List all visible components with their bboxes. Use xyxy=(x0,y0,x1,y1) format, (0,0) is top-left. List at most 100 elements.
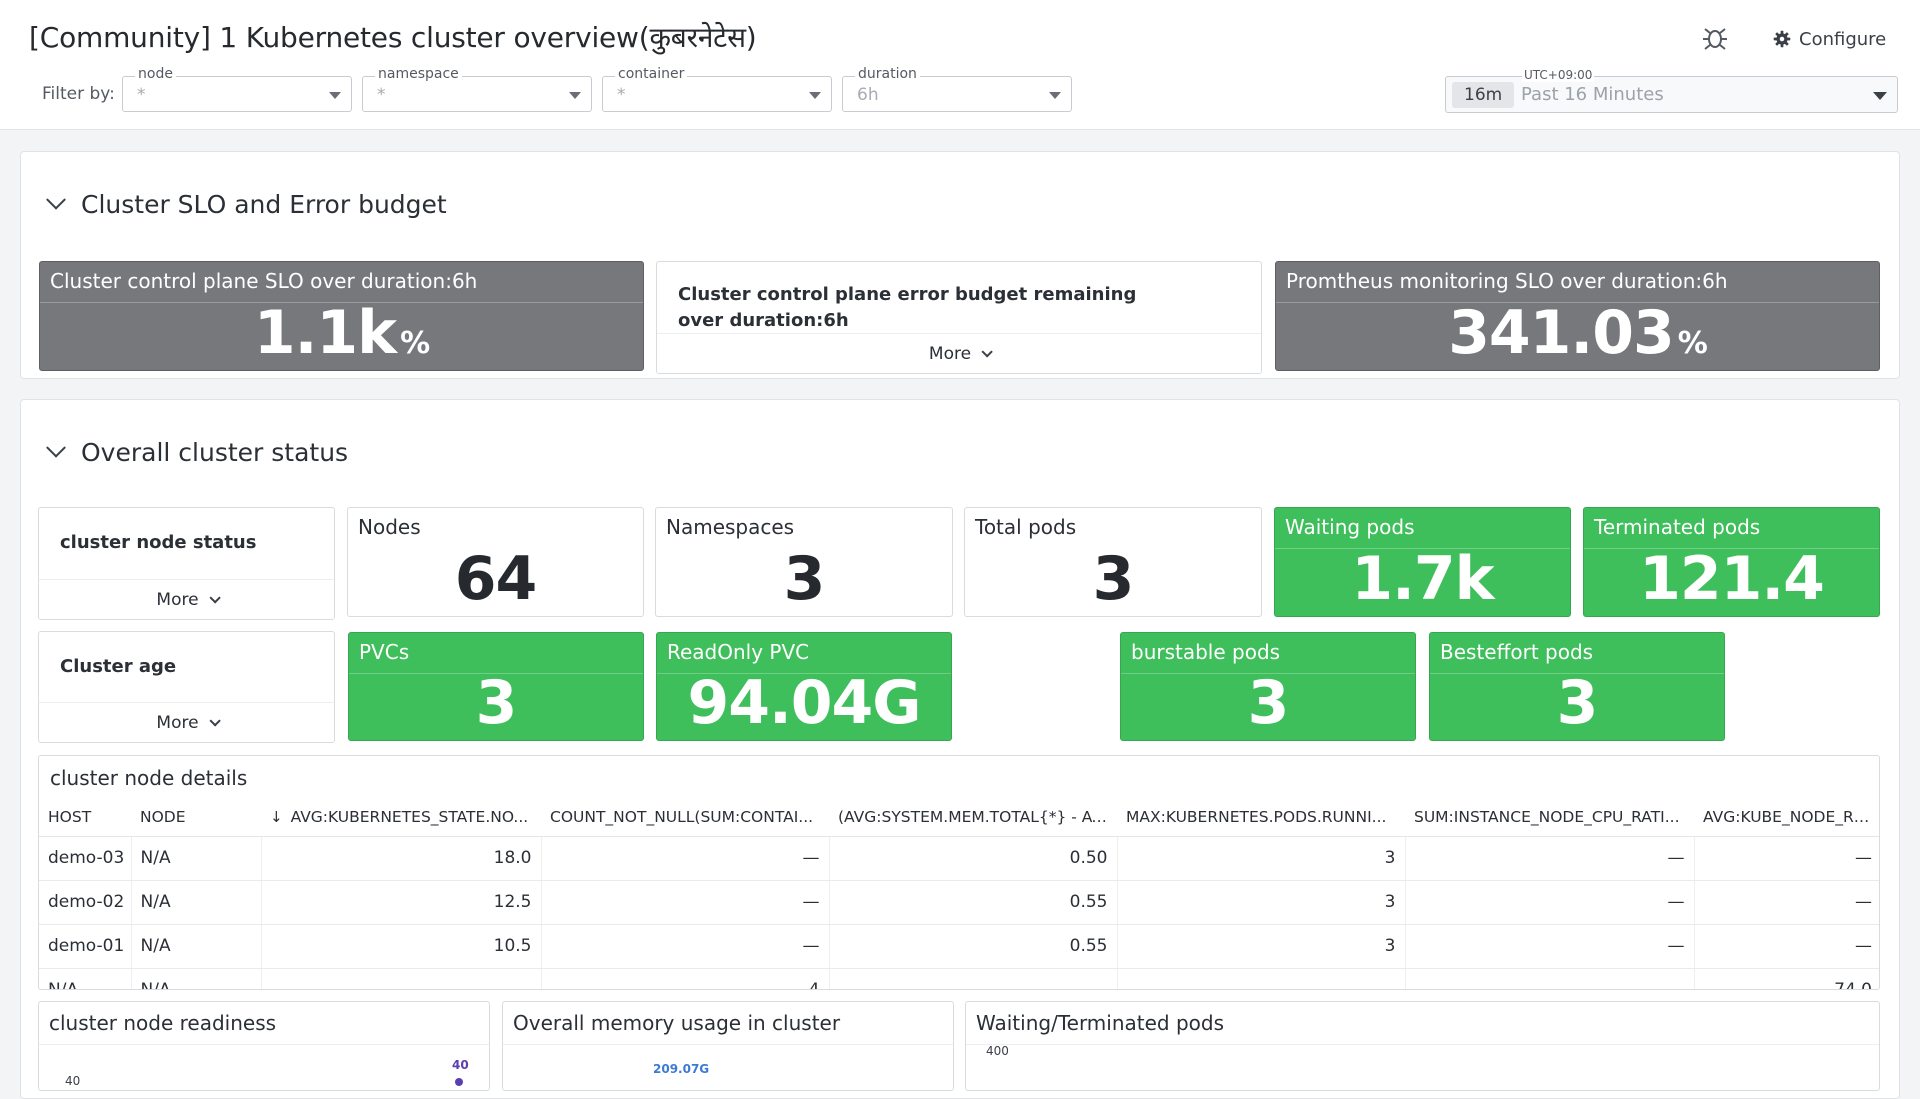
widget-title: Promtheus monitoring SLO over duration:6… xyxy=(1286,269,1728,293)
table-cell xyxy=(1404,968,1694,989)
peak-label: 209.07G xyxy=(653,1062,710,1076)
pvcs-widget[interactable]: PVCs 3 xyxy=(348,632,644,741)
filter-legend: duration xyxy=(855,66,920,82)
time-range-selector[interactable]: UTC+09:00 16m Past 16 Minutes xyxy=(1445,68,1898,113)
column-header[interactable]: SUM:INSTANCE_NODE_CPU_RATI... xyxy=(1405,798,1694,837)
column-header[interactable]: (AVG:SYSTEM.MEM.TOTAL{*} - AV... xyxy=(829,798,1117,837)
table-row[interactable]: demo-01 N/A 10.5 — 0.55 3 — — xyxy=(39,924,1879,969)
table-row[interactable]: demo-03 N/A 18.0 — 0.50 3 — — xyxy=(39,836,1879,881)
group-title: Overall cluster status xyxy=(81,437,349,467)
caret-down-icon xyxy=(1873,92,1887,100)
column-header[interactable]: HOST xyxy=(39,798,131,837)
widget-title: Waiting pods xyxy=(1285,515,1415,539)
node-details-table-widget[interactable]: cluster node details HOST NODE ↓ AVG:KUBE… xyxy=(38,755,1880,990)
table-cell: — xyxy=(1693,880,1879,925)
namespace-filter[interactable]: namespace * xyxy=(362,66,592,112)
caret-down-icon xyxy=(329,92,341,99)
node-filter[interactable]: node * xyxy=(122,66,352,112)
filter-legend: namespace xyxy=(375,66,462,82)
error-budget-widget[interactable]: Cluster control plane error budget remai… xyxy=(656,261,1262,374)
table-cell: — xyxy=(1404,836,1694,881)
chevron-down-icon xyxy=(209,591,221,604)
chevron-down-icon xyxy=(209,714,221,727)
widget-title: cluster node readiness xyxy=(49,1011,277,1035)
table-cell: demo-01 xyxy=(39,924,131,969)
chevron-down-icon xyxy=(981,345,993,358)
more-button[interactable]: More xyxy=(39,702,334,742)
node-readiness-panel[interactable]: cluster node readiness 40 40 xyxy=(38,1001,490,1091)
burstable-pods-widget[interactable]: burstable pods 3 xyxy=(1120,632,1416,741)
widget-value: 121.4 xyxy=(1639,544,1825,614)
container-filter[interactable]: container * xyxy=(602,66,832,112)
widget-title: Terminated pods xyxy=(1594,515,1761,539)
widget-title: Total pods xyxy=(975,515,1077,539)
memory-usage-panel[interactable]: Overall memory usage in cluster 209.07G xyxy=(502,1001,954,1091)
series-point xyxy=(455,1078,463,1086)
table-cell: N/A xyxy=(130,836,261,881)
slo-group: Cluster SLO and Error budget Cluster con… xyxy=(20,151,1900,379)
control-plane-slo-widget[interactable]: Cluster control plane SLO over duration:… xyxy=(39,261,644,371)
table-cell: N/A xyxy=(130,968,261,989)
table-cell xyxy=(1116,968,1405,989)
table-row[interactable]: demo-02 N/A 12.5 — 0.55 3 — — xyxy=(39,880,1879,925)
table-cell: — xyxy=(540,880,829,925)
status-group-header[interactable]: Overall cluster status xyxy=(46,432,349,472)
widget-title: Cluster control plane SLO over duration:… xyxy=(50,269,478,293)
nodes-widget[interactable]: Nodes 64 xyxy=(347,507,644,617)
more-button[interactable]: More xyxy=(39,579,334,619)
widget-title: Overall memory usage in cluster xyxy=(513,1011,841,1035)
table-cell: 12.5 xyxy=(260,880,541,925)
duration-filter[interactable]: duration 6h xyxy=(842,66,1072,112)
table-cell: N/A xyxy=(39,968,131,989)
dashboard-header: [Community] 1 Kubernetes cluster overvie… xyxy=(0,0,1920,130)
widget-value: 94.04G xyxy=(687,668,921,738)
bug-icon[interactable] xyxy=(1700,22,1732,54)
table-cell: 3 xyxy=(1116,836,1405,881)
table-cell: 10.5 xyxy=(260,924,541,969)
caret-down-icon xyxy=(569,92,581,99)
total-pods-widget[interactable]: Total pods 3 xyxy=(964,507,1262,617)
filter-label: Filter by: xyxy=(42,84,115,104)
column-header[interactable]: COUNT_NOT_NULL(SUM:CONTAI... xyxy=(541,798,829,837)
prometheus-slo-widget[interactable]: Promtheus monitoring SLO over duration:6… xyxy=(1275,261,1880,371)
timezone-label: UTC+09:00 xyxy=(1522,68,1595,82)
time-range-label: Past 16 Minutes xyxy=(1521,84,1664,105)
waiting-terminated-panel[interactable]: Waiting/Terminated pods 400 xyxy=(965,1001,1880,1091)
node-status-widget[interactable]: cluster node status More xyxy=(38,507,335,620)
slo-group-header[interactable]: Cluster SLO and Error budget xyxy=(46,184,447,224)
widget-value: 3 xyxy=(783,544,826,614)
table-cell: N/A xyxy=(130,880,261,925)
besteffort-pods-widget[interactable]: Besteffort pods 3 xyxy=(1429,632,1725,741)
caret-down-icon xyxy=(809,92,821,99)
widget-title: burstable pods xyxy=(1131,640,1281,664)
table-cell: 18.0 xyxy=(260,836,541,881)
column-header[interactable]: NODE xyxy=(131,798,261,837)
column-header-sorted[interactable]: ↓ AVG:KUBERNETES_STATE.NO... xyxy=(261,798,541,837)
more-button[interactable]: More xyxy=(657,333,1261,373)
table-row[interactable]: N/A N/A 4 74.0 xyxy=(39,968,1879,989)
readonly-pvc-widget[interactable]: ReadOnly PVC 94.04G xyxy=(656,632,952,741)
namespaces-widget[interactable]: Namespaces 3 xyxy=(655,507,953,617)
table-cell: 3 xyxy=(1116,924,1405,969)
terminated-pods-widget[interactable]: Terminated pods 121.4 xyxy=(1583,507,1880,617)
filter-value: * xyxy=(617,85,626,105)
table-cell xyxy=(260,968,541,989)
table-cell: — xyxy=(540,924,829,969)
filter-value: 6h xyxy=(857,85,879,105)
cluster-status-group: Overall cluster status xyxy=(20,399,1900,1099)
table-cell: 3 xyxy=(1116,880,1405,925)
widget-title: Besteffort pods xyxy=(1440,640,1594,664)
widget-value: 3 xyxy=(475,668,518,738)
configure-button[interactable]: Configure xyxy=(1773,26,1886,52)
widget-title: Waiting/Terminated pods xyxy=(976,1011,1225,1035)
widget-value: 3 xyxy=(1092,544,1135,614)
column-header[interactable]: AVG:KUBE_NODE_ROLE{*} xyxy=(1694,798,1879,837)
widget-value: 341.03% xyxy=(1448,298,1708,368)
table-cell: — xyxy=(1404,924,1694,969)
cluster-age-widget[interactable]: Cluster age More xyxy=(38,631,335,743)
table-cell xyxy=(828,968,1117,989)
waiting-pods-widget[interactable]: Waiting pods 1.7k xyxy=(1274,507,1571,617)
table-cell: 0.50 xyxy=(828,836,1117,881)
widget-title: Cluster control plane error budget remai… xyxy=(678,284,1137,331)
column-header[interactable]: MAX:KUBERNETES.PODS.RUNNI... xyxy=(1117,798,1405,837)
